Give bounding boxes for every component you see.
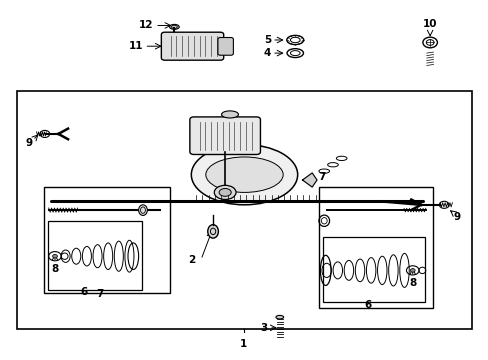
Text: 3: 3 xyxy=(260,323,267,333)
Polygon shape xyxy=(302,173,316,187)
FancyBboxPatch shape xyxy=(189,117,260,154)
Text: 7: 7 xyxy=(96,289,103,299)
Ellipse shape xyxy=(221,111,238,118)
Ellipse shape xyxy=(205,157,283,192)
Ellipse shape xyxy=(169,24,179,30)
Ellipse shape xyxy=(207,225,218,238)
Ellipse shape xyxy=(275,315,283,319)
Text: 10: 10 xyxy=(422,19,436,29)
Bar xyxy=(319,187,432,307)
Text: 8: 8 xyxy=(51,264,59,274)
Text: 5: 5 xyxy=(264,35,270,45)
Text: 8: 8 xyxy=(408,278,415,288)
Bar xyxy=(48,221,142,290)
Bar xyxy=(44,187,169,293)
Text: 4: 4 xyxy=(263,48,270,58)
Ellipse shape xyxy=(214,185,236,199)
Circle shape xyxy=(53,255,57,258)
Text: 2: 2 xyxy=(187,255,195,265)
Text: 6: 6 xyxy=(80,287,87,297)
Ellipse shape xyxy=(191,145,297,205)
Bar xyxy=(323,237,424,302)
Circle shape xyxy=(409,269,414,272)
Bar xyxy=(17,91,471,329)
Ellipse shape xyxy=(219,189,231,196)
FancyBboxPatch shape xyxy=(218,37,233,55)
Text: 12: 12 xyxy=(139,21,153,31)
FancyBboxPatch shape xyxy=(161,32,223,60)
Text: 9: 9 xyxy=(453,212,460,222)
Text: 1: 1 xyxy=(239,339,246,349)
Text: 9: 9 xyxy=(26,138,33,148)
Text: 11: 11 xyxy=(128,41,142,51)
Text: 6: 6 xyxy=(364,300,371,310)
Ellipse shape xyxy=(138,205,147,215)
Text: 7: 7 xyxy=(318,172,325,182)
